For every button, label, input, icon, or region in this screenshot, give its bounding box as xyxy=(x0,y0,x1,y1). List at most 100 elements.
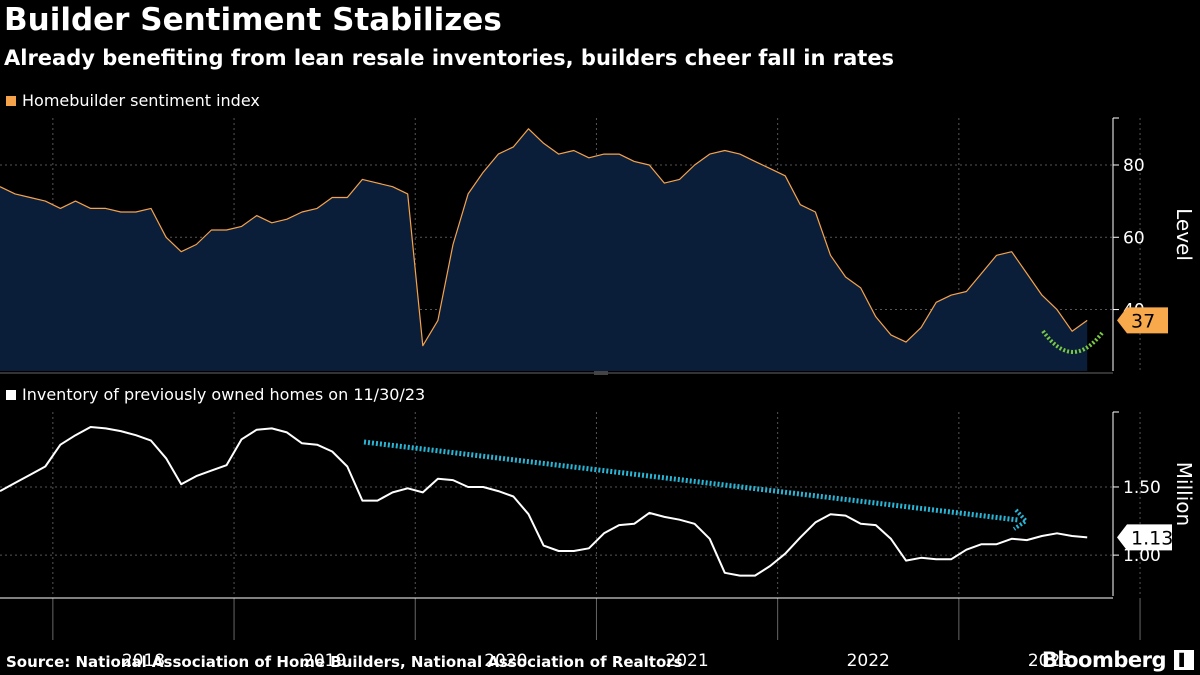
inventory-line-point xyxy=(286,432,287,433)
inventory-line-point xyxy=(1026,540,1027,541)
inventory-line-point xyxy=(664,516,665,517)
inventory-line-point xyxy=(196,476,197,477)
sentiment-line-point xyxy=(437,320,438,321)
inventory-line-point xyxy=(1011,538,1012,539)
inventory-line-point xyxy=(754,575,755,576)
last-value-callout xyxy=(1117,307,1168,334)
inventory-line-point xyxy=(483,486,484,487)
sentiment-line-point xyxy=(951,295,952,296)
sentiment-line-point xyxy=(332,197,333,198)
inventory-line-point xyxy=(407,488,408,489)
inventory-line-point xyxy=(452,480,453,481)
inventory-line-point xyxy=(875,525,876,526)
inventory-line-point xyxy=(739,575,740,576)
inventory-line-point xyxy=(830,514,831,515)
year-label-2020: 2020 xyxy=(484,651,527,671)
chart-subtitle: Already benefiting from lean resale inve… xyxy=(4,46,895,70)
sentiment-panel xyxy=(0,128,1088,371)
sentiment-line-point xyxy=(241,226,242,227)
sentiment-line-point xyxy=(709,154,710,155)
sentiment-line-point xyxy=(105,208,106,209)
year-label-2023: 2023 xyxy=(1028,651,1071,671)
year-label-2018: 2018 xyxy=(122,651,165,671)
inventory-line-point xyxy=(1056,533,1057,534)
sentiment-line-point xyxy=(936,302,937,303)
legend-swatch-inventory xyxy=(6,389,16,400)
sentiment-line-point xyxy=(120,211,121,212)
inventory-line-point xyxy=(120,431,121,432)
axes: 201820192020202120222023406080Level371.0… xyxy=(0,117,1196,671)
legend-inventory: Inventory of previously owned homes on 1… xyxy=(6,385,425,404)
sentiment-area-fill xyxy=(0,128,1088,371)
sentiment-line-point xyxy=(1087,320,1088,321)
sentiment-line-point xyxy=(196,244,197,245)
inventory-line-point xyxy=(905,560,906,561)
sentiment-line-point xyxy=(785,175,786,176)
inventory-line-point xyxy=(619,525,620,526)
inventory-line-point xyxy=(211,470,212,471)
inventory-line-point xyxy=(75,435,76,436)
inventory-line-point xyxy=(1041,535,1042,536)
inventory-line-point xyxy=(317,444,318,445)
sentiment-line-point xyxy=(860,287,861,288)
inventory-line-point xyxy=(588,548,589,549)
sentiment-line-point xyxy=(226,229,227,230)
inventory-line-point xyxy=(800,537,801,538)
sentiment-line-point xyxy=(407,193,408,194)
y-tick-label: 60 xyxy=(1123,228,1145,248)
inventory-line-point xyxy=(1087,537,1088,538)
inventory-line-point xyxy=(422,492,423,493)
sentiment-line-point xyxy=(513,146,514,147)
inventory-line-point xyxy=(437,478,438,479)
y-tick-label: 1.50 xyxy=(1123,478,1161,498)
inventory-line-point xyxy=(45,466,46,467)
inventory-line-point xyxy=(226,465,227,466)
sentiment-line-point xyxy=(966,291,967,292)
sentiment-line-point xyxy=(362,179,363,180)
inventory-line-point xyxy=(573,550,574,551)
y-axis-title: Million xyxy=(1172,462,1196,526)
inventory-line-point xyxy=(558,550,559,551)
sentiment-line-point xyxy=(60,208,61,209)
sentiment-line-point xyxy=(256,215,257,216)
sentiment-line-point xyxy=(830,255,831,256)
inventory-line-point xyxy=(105,428,106,429)
sentiment-line xyxy=(0,128,1088,347)
sentiment-line-point xyxy=(90,208,91,209)
sentiment-line-point xyxy=(649,164,650,165)
sentiment-line-point xyxy=(619,154,620,155)
sentiment-line-point xyxy=(392,186,393,187)
sentiment-line-point xyxy=(996,255,997,256)
last-value-label: 1.13 xyxy=(1131,527,1173,549)
sentiment-line-point xyxy=(1056,309,1057,310)
sentiment-trend-arrow xyxy=(1041,329,1104,354)
inventory-line xyxy=(0,426,1088,577)
inventory-line-point xyxy=(936,559,937,560)
inventory-line-point xyxy=(392,492,393,493)
chart-title: Builder Sentiment Stabilizes xyxy=(4,2,502,38)
inventory-line-point xyxy=(724,572,725,573)
sentiment-line-point xyxy=(377,183,378,184)
inventory-line-point xyxy=(679,519,680,520)
sentiment-line-point xyxy=(528,128,529,129)
inventory-line-point xyxy=(90,426,91,427)
sentiment-line-point xyxy=(15,193,16,194)
inventory-line-point xyxy=(890,538,891,539)
panel-divider-handle xyxy=(594,371,608,375)
inventory-line-point xyxy=(347,466,348,467)
inventory-line-point xyxy=(603,533,604,534)
inventory-line-point xyxy=(135,435,136,436)
inventory-line-point xyxy=(785,553,786,554)
sentiment-line-point xyxy=(724,150,725,151)
sentiment-line-point xyxy=(905,342,906,343)
sentiment-line-point xyxy=(981,273,982,274)
inventory-line-point xyxy=(634,523,635,524)
sentiment-line-point xyxy=(664,183,665,184)
inventory-line-point xyxy=(981,544,982,545)
sentiment-line-point xyxy=(211,229,212,230)
inventory-line-point xyxy=(694,523,695,524)
inventory-line-point xyxy=(513,496,514,497)
inventory-line-point xyxy=(30,474,31,475)
sentiment-line-point xyxy=(483,172,484,173)
